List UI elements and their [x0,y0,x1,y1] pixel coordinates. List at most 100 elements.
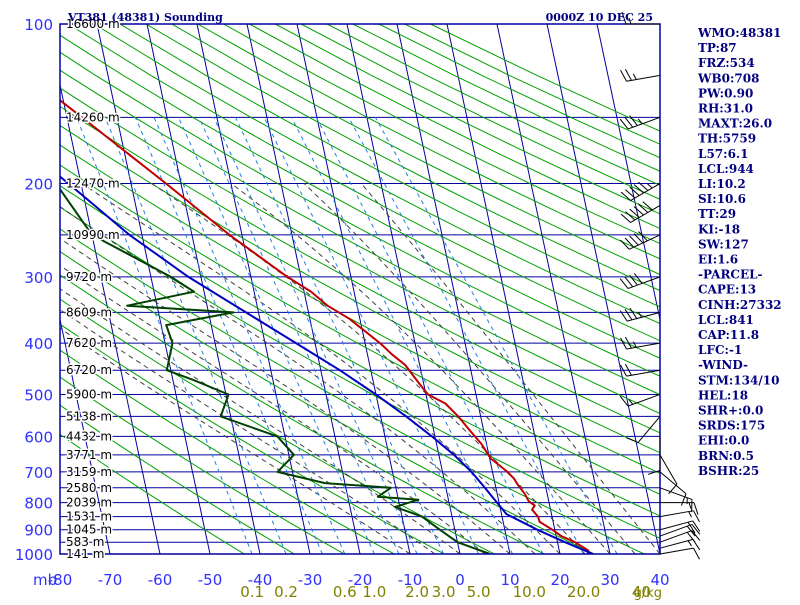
stat-line: EI:1.6 [698,253,738,267]
stat-line: RH:31.0 [698,102,753,116]
isotherm-line [497,24,610,554]
stat-line: BRN:0.5 [698,449,754,463]
stat-line: SI:10.6 [698,192,746,206]
height-label: 12470 m [66,177,120,191]
mixing-ratio-label: 20.0 [567,583,600,600]
mixing-ratio-unit: g/kg [634,586,662,600]
mixing-ratio-label: 0.1 [240,583,264,600]
isotherm-line [547,24,660,554]
stat-line: FRZ:534 [698,56,755,70]
height-label: 7620 m [66,336,112,350]
stat-line: LFC:-1 [698,343,742,357]
stat-line: TT:29 [698,207,736,221]
isotherm-line [397,24,510,554]
dry-adiabat-line [0,24,394,554]
height-label: 6720 m [66,363,112,377]
stat-line: HEL:18 [698,388,748,402]
moist-adiabat-line [82,184,560,555]
height-label: 14260 m [66,110,120,124]
mixing-ratio-label: 5.0 [467,583,491,600]
isotherm-line [197,24,310,554]
temperature-tick-label: -30 [298,571,323,589]
stat-line: TH:5759 [698,132,756,146]
mixing-ratio-label: 10.0 [513,583,546,600]
stat-line: CAP:11.8 [698,328,759,342]
mixing-ratio-label: 1.0 [362,583,386,600]
height-label: 5138 m [66,409,112,423]
stat-line: LI:10.2 [698,177,746,191]
stat-line: MAXT:26.0 [698,117,772,131]
pressure-tick-label: 600 [24,428,53,446]
mixing-ratio-line [214,117,417,554]
mixing-ratio-lines [76,117,617,554]
mixing-ratio-label: 0.6 [333,583,357,600]
dry-adiabat-line [68,24,800,554]
chart-title: VT381 (48381) Sounding [67,11,223,24]
isotherm-line [247,24,360,554]
pressure-tick-label: 100 [24,16,53,34]
dry-adiabat-line [42,24,800,554]
wind-barb [620,69,660,81]
stat-line: PW:0.90 [698,86,753,100]
stat-line: L57:6.1 [698,147,748,161]
pressure-tick-label: 900 [24,522,53,540]
wind-barb [660,488,692,512]
height-label: 141 m [66,547,104,561]
height-label: 4432 m [66,429,112,443]
stat-line: SRDS:175 [698,419,765,433]
stat-line: SW:127 [698,237,749,251]
pressure-tick-label: 400 [24,335,53,353]
temperature-tick-label: 30 [600,571,619,589]
moist-adiabat-line [304,184,635,555]
stat-line: STM:134/10 [698,373,779,387]
temperature-tick-label: -50 [198,571,223,589]
height-label: 5900 m [66,387,112,401]
isotherm-line [597,24,710,554]
height-label: 1531 m [66,510,112,524]
isotherm-line [347,24,460,554]
wind-barb [660,548,700,559]
wind-barb [660,531,700,543]
mixing-ratio-label: 3.0 [432,583,456,600]
height-label: 8609 m [66,305,112,319]
dry-adiabat-line [94,24,800,554]
wind-barb [620,308,660,321]
isotherm-line [0,24,10,554]
stat-line: LCL:944 [698,162,754,176]
mixing-ratio-label: 2.0 [405,583,429,600]
height-label: 10990 m [66,228,120,242]
height-label: 3159 m [66,465,112,479]
stat-line: BSHR:25 [698,464,759,478]
stat-line: TP:87 [698,41,737,55]
stat-line: CAPE:13 [698,283,756,297]
mixing-ratio-label: 0.2 [274,583,298,600]
height-label: 2039 m [66,496,112,510]
pressure-tick-label: 1000 [15,546,53,564]
pressure-tick-label: 200 [24,176,53,194]
pressure-tick-label: 800 [24,495,53,513]
stat-line: CINH:27332 [698,298,782,312]
stat-line: EHI:0.0 [698,434,749,448]
pressure-axis-labels: 100 200 300 400 500 600 700 800 900 1000 [15,16,53,564]
temperature-tick-label: -80 [48,571,73,589]
pressure-tick-label: 700 [24,464,53,482]
dry-adiabat-line [17,24,800,554]
height-label: 2580 m [66,481,112,495]
stat-line: KI:-18 [698,222,740,236]
isotherm-line [447,24,560,554]
stat-line: SHR+:0.0 [698,404,763,418]
height-label: 3771 m [66,448,112,462]
isotherm-line [297,24,410,554]
dry-adiabat-lines [0,24,800,554]
stat-line: WMO:48381 [697,26,781,40]
pressure-tick-label: 300 [24,269,53,287]
stat-line: WB0:708 [697,71,759,85]
temperature-tick-label: 0 [455,571,465,589]
stat-line: LCL:841 [698,313,754,327]
temperature-tick-label: -70 [98,571,123,589]
pressure-tick-label: 500 [24,386,53,404]
